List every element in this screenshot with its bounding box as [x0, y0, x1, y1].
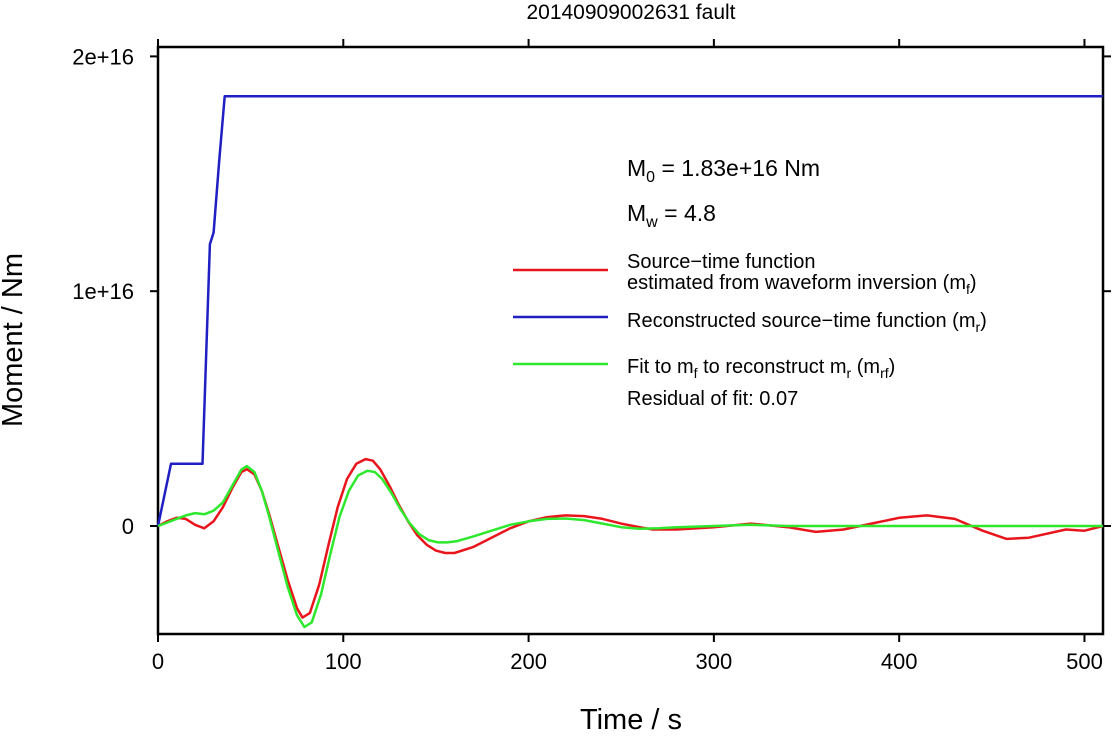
mw-value: = 4.8	[658, 200, 716, 226]
legend-label: Source−time function	[627, 251, 815, 273]
y-tick-label: 0	[122, 514, 134, 539]
x-tick-label: 300	[696, 649, 733, 674]
annotation-mw: Mw = 4.8	[627, 200, 716, 231]
residual-annotation: Residual of fit: 0.07	[627, 388, 798, 410]
x-axis-label: Time / s	[580, 704, 682, 735]
legend-label: Fit to mf to reconstruct mr (mrf)	[627, 356, 895, 381]
chart-title: 20140909002631 fault	[526, 1, 735, 24]
legend-label: estimated from waveform inversion (mf)	[627, 272, 977, 297]
mw-symbol: M	[627, 200, 646, 226]
y-axis-label: Moment / Nm	[0, 253, 29, 427]
mw-subscript: w	[645, 214, 658, 231]
x-tick-label: 0	[152, 649, 164, 674]
x-axis: 0 100 200 300 400 500	[152, 39, 1103, 674]
x-tick-label: 400	[881, 649, 918, 674]
svg-text:Mw = 4.8: Mw = 4.8	[627, 200, 716, 231]
plot-frame	[156, 45, 1105, 636]
x-tick-label: 200	[510, 649, 547, 674]
y-tick-label: 1e+16	[72, 279, 134, 304]
series-line-mf	[157, 457, 1104, 619]
m0-symbol: M	[627, 155, 646, 181]
series-line-mrf	[157, 464, 1103, 629]
m0-value: = 1.83e+16 Nm	[655, 155, 820, 181]
series-layer	[156, 95, 1104, 629]
annotation-m0: M0 = 1.83e+16 Nm	[627, 155, 820, 186]
y-tick-label: 2e+16	[72, 44, 134, 69]
svg-text:M0 = 1.83e+16 Nm: M0 = 1.83e+16 Nm	[627, 155, 820, 186]
x-tick-label: 100	[325, 649, 362, 674]
y-axis: 0 1e+16 2e+16	[72, 44, 1111, 539]
legend-label: Reconstructed source−time function (mr)	[627, 310, 987, 335]
m0-subscript: 0	[646, 169, 655, 186]
series-line-mr	[156, 95, 1103, 527]
x-tick-label: 500	[1066, 649, 1103, 674]
